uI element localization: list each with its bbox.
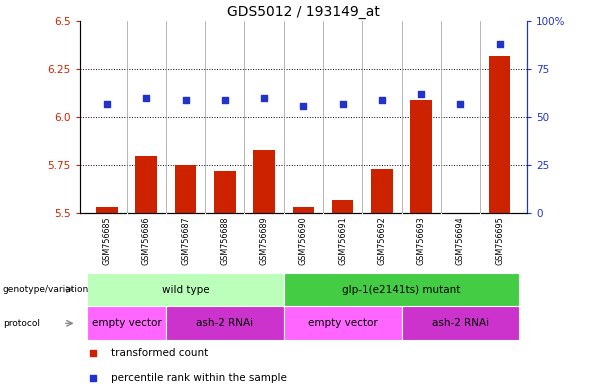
Text: GSM756692: GSM756692 [378, 216, 386, 265]
Text: empty vector: empty vector [307, 318, 378, 328]
Text: glp-1(e2141ts) mutant: glp-1(e2141ts) mutant [342, 285, 461, 295]
Bar [166, 306, 284, 340]
Point [416, 91, 426, 97]
Bar [489, 56, 511, 213]
Point [338, 101, 348, 107]
Point [495, 41, 504, 47]
Point [181, 97, 190, 103]
Point [299, 103, 308, 109]
Bar [284, 273, 519, 306]
Text: GSM756685: GSM756685 [102, 216, 111, 265]
Text: wild type: wild type [162, 285, 209, 295]
Text: ash-2 RNAi: ash-2 RNAi [432, 318, 489, 328]
Bar [332, 200, 353, 213]
Bar [402, 306, 519, 340]
Text: transformed count: transformed count [111, 348, 208, 358]
Text: GSM756695: GSM756695 [495, 216, 504, 265]
Bar [175, 165, 196, 213]
Text: GSM756690: GSM756690 [299, 216, 308, 265]
Text: GSM756687: GSM756687 [181, 216, 190, 265]
Text: GSM756688: GSM756688 [220, 216, 229, 265]
Text: GSM756689: GSM756689 [260, 216, 269, 265]
Point [220, 97, 230, 103]
Point [377, 97, 386, 103]
Bar [135, 156, 157, 213]
Point [456, 101, 465, 107]
Point [88, 349, 98, 356]
Point [141, 95, 151, 101]
Point [102, 101, 112, 107]
Point [259, 95, 269, 101]
Point [88, 374, 98, 381]
Text: ash-2 RNAi: ash-2 RNAi [196, 318, 253, 328]
Text: empty vector: empty vector [92, 318, 161, 328]
Text: protocol: protocol [3, 319, 40, 328]
Text: GSM756691: GSM756691 [338, 216, 347, 265]
Bar [96, 207, 118, 213]
Text: GSM756694: GSM756694 [456, 216, 465, 265]
Bar [253, 150, 275, 213]
Text: GSM756693: GSM756693 [416, 216, 426, 265]
Bar [87, 273, 284, 306]
Text: GSM756686: GSM756686 [142, 216, 151, 265]
Bar [293, 207, 314, 213]
Bar [411, 100, 432, 213]
Text: genotype/variation: genotype/variation [3, 285, 89, 294]
Text: percentile rank within the sample: percentile rank within the sample [111, 372, 287, 383]
Bar [284, 306, 402, 340]
Bar [371, 169, 393, 213]
Title: GDS5012 / 193149_at: GDS5012 / 193149_at [227, 5, 380, 19]
Bar [87, 306, 166, 340]
Bar [214, 171, 236, 213]
